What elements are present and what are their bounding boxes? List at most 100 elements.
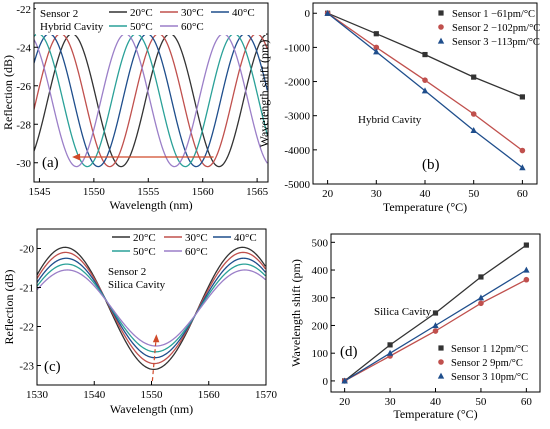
- data-point: [478, 300, 484, 307]
- x-tick-label: 1540: [83, 389, 106, 401]
- legend-label: 30°C: [181, 7, 204, 19]
- y-axis-label: Wavelength shift (pm): [257, 40, 271, 148]
- y-tick-label: -21: [19, 283, 34, 295]
- y-tick-label: -24: [16, 42, 31, 54]
- data-point: [437, 37, 445, 44]
- data-point: [523, 242, 529, 248]
- data-point: [471, 74, 477, 80]
- spectra-a: [34, 33, 268, 168]
- data-point: [341, 377, 348, 384]
- data-point: [373, 44, 380, 51]
- x-tick-label: 40: [430, 396, 442, 408]
- legend-label: 40°C: [232, 7, 255, 19]
- annotation-cavity: Silica Cavity: [108, 279, 166, 291]
- x-axis-label: Temperature (°C): [393, 407, 477, 421]
- x-tick-label: 50: [475, 396, 487, 408]
- data-point: [421, 87, 429, 94]
- y-tick-label: 500: [312, 237, 329, 249]
- annotation-sensor: Sensor 2: [40, 8, 78, 20]
- x-tick-label: 60: [521, 396, 533, 408]
- x-tick-label: 30: [371, 188, 383, 200]
- legend-label: Sensor 1 12pm/°C: [451, 344, 528, 355]
- legend-label: Sensor 1 −61pm/°C: [452, 9, 535, 20]
- legend-label: 30°C: [185, 232, 208, 244]
- y-tick-label: -20: [19, 244, 34, 256]
- x-tick-label: 30: [385, 396, 397, 408]
- x-tick-label: 1530: [26, 389, 49, 401]
- legend-label: 20°C: [130, 7, 153, 19]
- y-tick-label: -22: [19, 322, 34, 334]
- data-point: [519, 94, 525, 100]
- y-tick-label: -28: [16, 119, 31, 131]
- data-point: [470, 126, 477, 133]
- y-tick-label: 0: [323, 376, 329, 388]
- y-tick-label: 0: [305, 8, 311, 20]
- legend-label: 50°C: [133, 246, 156, 258]
- y-tick-label: -22: [16, 4, 31, 16]
- y-tick-label: -1000: [284, 42, 310, 54]
- legend-label: 60°C: [185, 246, 208, 258]
- data-point: [437, 372, 445, 379]
- x-tick-label: 20: [322, 188, 334, 200]
- legend-label: 20°C: [133, 232, 156, 244]
- annotation-cavity: Hybrid Cavity: [40, 21, 104, 33]
- series-line-1: [37, 246, 266, 371]
- annotation-sensor: Sensor 2: [108, 266, 146, 278]
- x-tick-label: 40: [420, 188, 432, 200]
- y-tick-label: -4000: [284, 145, 310, 157]
- plot-frame-a: [33, 2, 269, 183]
- legend-label: 40°C: [234, 232, 257, 244]
- legend-label: Sensor 2 9pm/°C: [451, 358, 523, 369]
- annotation-cavity: Hybrid Cavity: [358, 114, 422, 126]
- data-point: [432, 322, 439, 329]
- x-axis-label: Wavelength (nm): [109, 198, 192, 212]
- data-point: [523, 266, 530, 273]
- x-tick-label: 1550: [83, 186, 106, 198]
- x-axis-label: Temperature (°C): [383, 200, 467, 214]
- y-tick-label: 400: [312, 265, 329, 277]
- data-point: [523, 276, 530, 283]
- x-tick-label: 1560: [198, 389, 221, 401]
- y-tick-label: -5000: [284, 179, 310, 191]
- legend-label: Sensor 3 10pm/°C: [451, 372, 528, 383]
- y-tick-label: 100: [312, 348, 329, 360]
- shift-arrow-line: [151, 341, 157, 382]
- y-tick-label: 200: [312, 320, 329, 332]
- x-tick-label: 1550: [141, 389, 164, 401]
- y-tick-label: -2000: [284, 77, 310, 89]
- legend-label: 60°C: [181, 21, 204, 33]
- series-line-2: [37, 251, 266, 365]
- legend-label: Sensor 3 −113pm/°C: [452, 37, 540, 48]
- data-point: [432, 310, 439, 316]
- annotation-bg: [36, 5, 104, 35]
- series-line-2: [34, 33, 268, 168]
- y-tick-label: -30: [16, 158, 31, 170]
- data-point: [438, 10, 444, 16]
- data-point: [438, 24, 444, 30]
- data-point: [477, 294, 485, 301]
- spectra-c: [37, 246, 266, 371]
- x-tick-label: 20: [339, 396, 351, 408]
- data-point: [373, 31, 379, 37]
- y-tick-label: 300: [312, 293, 329, 305]
- series-line-3: [37, 257, 266, 359]
- shift-arrow-head: [152, 334, 160, 343]
- x-tick-label: 1565: [246, 186, 269, 198]
- series-line-5: [37, 269, 266, 347]
- panel-label: (c): [44, 359, 61, 375]
- data-point: [324, 9, 331, 16]
- panel-label: (d): [340, 344, 358, 360]
- y-tick-label: -23: [19, 361, 34, 373]
- x-tick-label: 1560: [192, 186, 215, 198]
- shift-arrow-head: [72, 153, 81, 161]
- y-tick-label: -26: [16, 81, 31, 93]
- data-point: [386, 349, 394, 356]
- y-tick-label: -3000: [284, 111, 310, 123]
- panel-label: (a): [42, 155, 59, 171]
- series-line-4: [37, 263, 266, 353]
- x-tick-label: 1570: [255, 389, 278, 401]
- data-point: [438, 345, 444, 351]
- y-axis-label: Reflection (dB): [2, 270, 16, 345]
- data-point: [519, 147, 526, 154]
